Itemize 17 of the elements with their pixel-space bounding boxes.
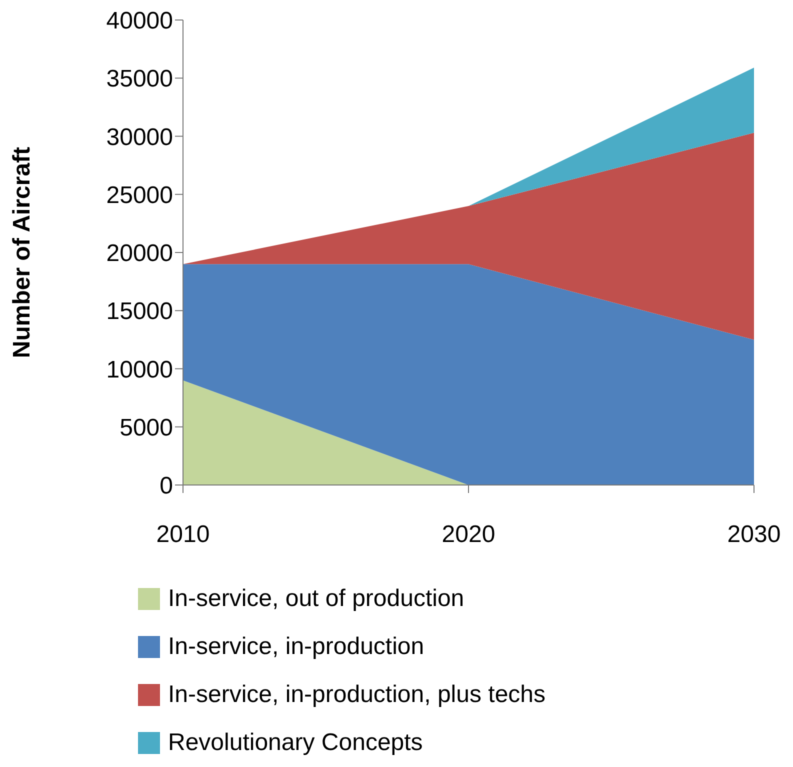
x-tick-label: 2020 — [442, 521, 496, 548]
x-tick-label: 2010 — [156, 521, 210, 548]
y-tick-label: 10000 — [106, 356, 173, 384]
y-tick-label: 25000 — [106, 182, 173, 209]
y-axis-title: Number of Aircraft — [8, 146, 36, 358]
x-tick-label: 2030 — [727, 521, 781, 548]
legend-label: In-service, in-production — [168, 632, 424, 662]
legend-label: Revolutionary Concepts — [168, 728, 423, 758]
y-tick-label: 40000 — [106, 8, 173, 35]
y-tick-label: 0 — [160, 472, 173, 500]
y-tick-label: 5000 — [120, 414, 173, 442]
legend-label: In-service, out of production — [168, 584, 464, 614]
y-tick-label: 35000 — [106, 66, 173, 93]
y-tick-label: 20000 — [106, 240, 173, 268]
y-tick-label: 30000 — [106, 124, 173, 151]
legend-label: In-service, in-production, plus techs — [168, 680, 546, 710]
y-tick-label: 15000 — [106, 298, 173, 326]
